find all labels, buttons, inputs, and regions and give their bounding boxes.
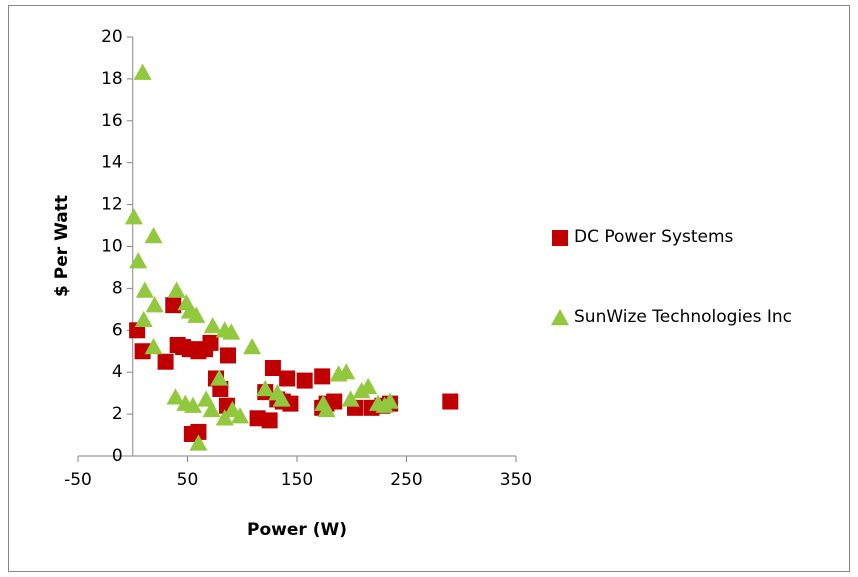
y-tick-label: 2 xyxy=(112,404,123,424)
point xyxy=(381,392,400,409)
point xyxy=(145,296,164,313)
legend-label: SunWize Technologies Inc xyxy=(574,307,793,327)
point xyxy=(551,309,569,326)
chart-border xyxy=(8,5,850,572)
point xyxy=(272,390,291,407)
y-tick-label: 20 xyxy=(101,27,123,47)
legend-item: SunWize Technologies Inc xyxy=(550,304,850,330)
point xyxy=(202,400,221,418)
legend-marker xyxy=(552,230,568,246)
x-axis-title: Power (W) xyxy=(247,520,347,540)
point xyxy=(279,370,296,387)
point xyxy=(210,369,229,386)
point xyxy=(135,281,154,298)
point xyxy=(341,390,360,407)
legend-item: DC Power Systems xyxy=(550,224,850,250)
y-tick-label: 16 xyxy=(101,111,123,131)
y-tick-label: 14 xyxy=(101,153,123,173)
point xyxy=(157,353,174,370)
x-tick-label: 350 xyxy=(500,470,532,490)
point xyxy=(203,317,222,334)
point xyxy=(144,227,163,244)
point xyxy=(256,379,275,397)
point xyxy=(317,400,336,418)
legend-label: DC Power Systems xyxy=(574,227,734,247)
point xyxy=(167,281,186,298)
point xyxy=(144,338,163,355)
x-tick-label: 50 xyxy=(177,470,199,490)
point xyxy=(165,297,182,314)
point xyxy=(124,208,143,225)
point xyxy=(220,347,237,364)
point xyxy=(261,412,278,429)
point xyxy=(442,393,459,410)
point xyxy=(129,252,148,269)
legend-marker xyxy=(551,309,569,326)
point xyxy=(243,338,262,355)
point xyxy=(552,230,568,246)
point xyxy=(222,323,241,340)
point xyxy=(359,377,378,395)
point xyxy=(215,409,234,426)
x-tick-label: 250 xyxy=(390,470,422,490)
point xyxy=(133,63,152,80)
x-tick-label: 150 xyxy=(281,470,313,490)
point xyxy=(231,407,250,424)
point xyxy=(197,390,216,407)
point xyxy=(166,388,185,405)
point xyxy=(183,396,202,413)
y-tick-label: 4 xyxy=(112,362,123,382)
point xyxy=(202,334,219,351)
point xyxy=(187,306,206,323)
point xyxy=(134,310,153,328)
point xyxy=(337,363,356,380)
point xyxy=(314,368,331,385)
point xyxy=(249,410,266,427)
point xyxy=(326,393,343,410)
y-tick-label: 10 xyxy=(101,237,123,257)
y-tick-label: 6 xyxy=(112,320,123,340)
y-tick-label: 0 xyxy=(112,446,123,466)
x-tick-label: -50 xyxy=(64,470,92,490)
point xyxy=(189,434,208,451)
point xyxy=(264,360,281,377)
y-tick-label: 8 xyxy=(112,278,123,298)
point xyxy=(190,423,207,440)
y-tick-label: 12 xyxy=(101,195,123,215)
y-axis-title: $ Per Watt xyxy=(52,195,72,297)
y-tick-label: 18 xyxy=(101,69,123,89)
point xyxy=(296,372,313,389)
point xyxy=(134,343,151,360)
